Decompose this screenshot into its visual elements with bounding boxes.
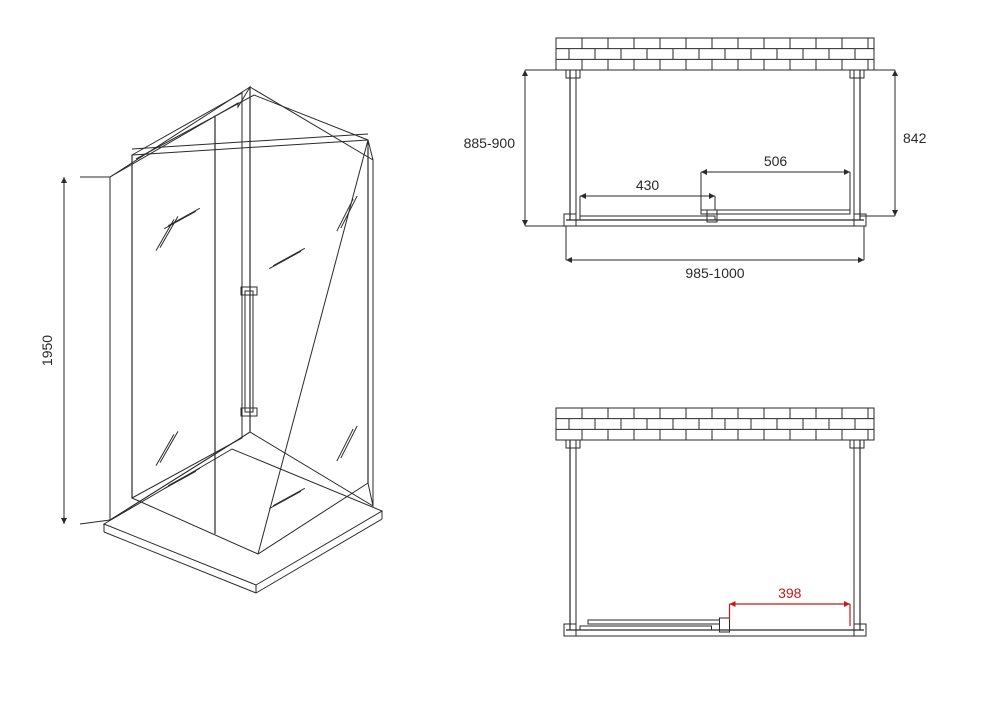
wall-hatch bbox=[556, 408, 874, 440]
wall-hatch bbox=[556, 38, 874, 70]
dim-width: 985-1000 bbox=[685, 265, 744, 281]
dim-panel-left: 430 bbox=[636, 177, 660, 193]
isometric-view: 1950 bbox=[39, 87, 382, 593]
plan-view-top: 885-900 842 430 506 985-1000 bbox=[464, 38, 927, 281]
plan-view-bottom: 398 bbox=[556, 408, 874, 636]
dim-depth-outer: 885-900 bbox=[464, 135, 516, 151]
technical-drawing: 1950 885-900 842 430 506 985-1000 398 bbox=[0, 0, 1000, 707]
dim-height: 1950 bbox=[39, 335, 55, 366]
dim-panel-right: 506 bbox=[764, 153, 788, 169]
dim-opening: 398 bbox=[778, 585, 802, 601]
door-handle bbox=[245, 291, 253, 412]
dim-depth-inner: 842 bbox=[903, 130, 927, 146]
